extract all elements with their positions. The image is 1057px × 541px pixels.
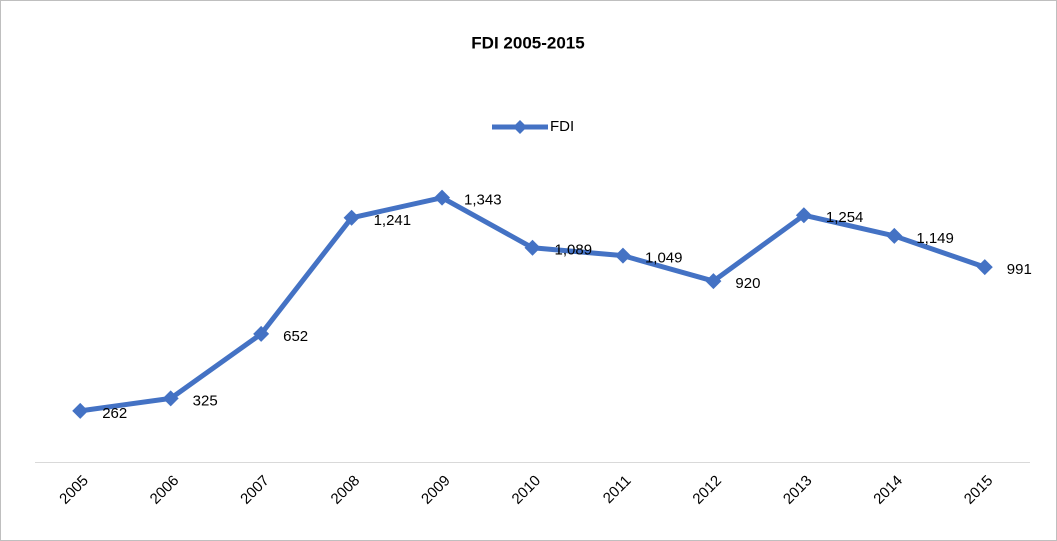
data-label: 262 <box>102 405 127 422</box>
data-point <box>253 325 270 342</box>
data-label: 325 <box>193 392 218 409</box>
data-label: 1,241 <box>374 212 412 229</box>
data-point <box>976 259 993 276</box>
data-label: 920 <box>735 275 760 292</box>
data-label: 1,254 <box>826 209 864 226</box>
data-point <box>343 209 360 226</box>
data-point <box>434 189 451 206</box>
legend-label: FDI <box>550 118 574 135</box>
data-point <box>524 239 541 256</box>
data-label: 1,343 <box>464 192 502 209</box>
data-label: 1,049 <box>645 250 683 267</box>
legend-marker <box>513 120 527 134</box>
data-point <box>72 402 89 419</box>
chart-title: FDI 2005-2015 <box>471 33 584 52</box>
data-point <box>886 227 903 244</box>
data-label: 1,149 <box>916 230 954 247</box>
data-label: 652 <box>283 328 308 345</box>
data-label: 1,089 <box>555 242 593 259</box>
data-point <box>795 207 812 224</box>
data-label: 991 <box>1007 261 1032 278</box>
data-point <box>705 273 722 290</box>
data-point <box>614 247 631 264</box>
data-point <box>162 390 179 407</box>
